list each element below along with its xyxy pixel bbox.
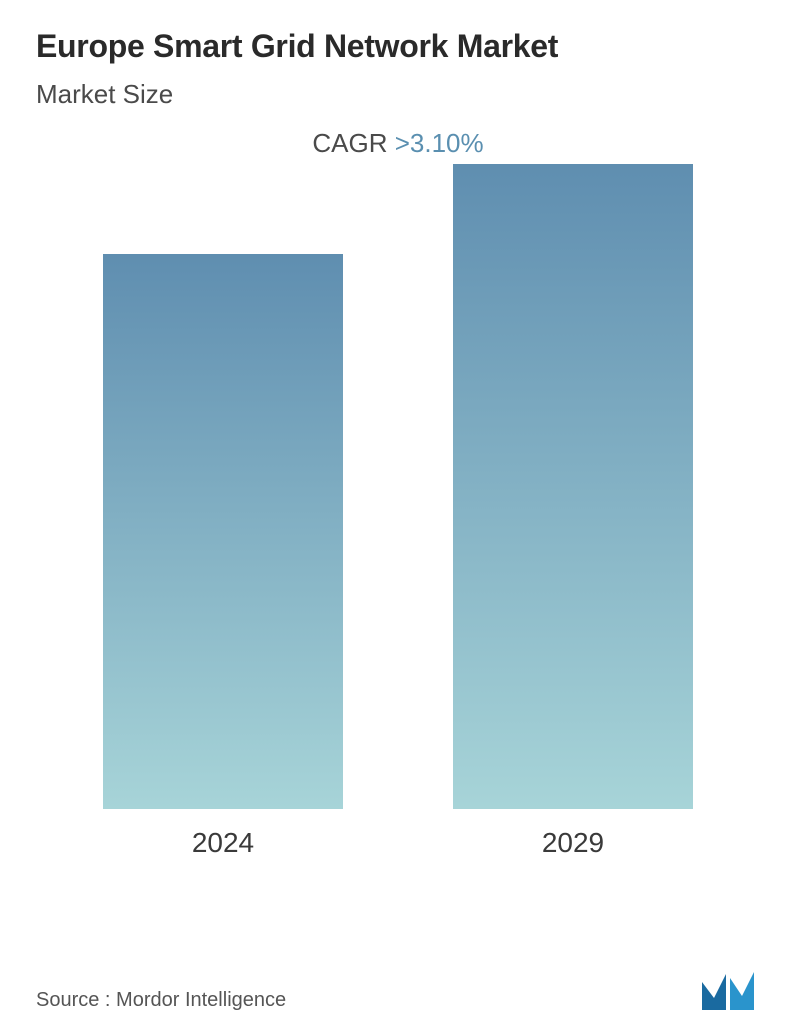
cagr-label: CAGR xyxy=(312,128,394,158)
bar-group-1: 2029 xyxy=(453,164,693,859)
bar-1 xyxy=(453,164,693,809)
chart-subtitle: Market Size xyxy=(36,79,760,110)
bar-group-0: 2024 xyxy=(103,254,343,859)
bar-label-1: 2029 xyxy=(542,827,604,859)
chart-title: Europe Smart Grid Network Market xyxy=(36,28,760,65)
source-text: Source : Mordor Intelligence xyxy=(36,989,286,1012)
mordor-logo-icon xyxy=(700,970,760,1012)
cagr-value: >3.10% xyxy=(395,128,484,158)
bar-label-0: 2024 xyxy=(192,827,254,859)
cagr-row: CAGR >3.10% xyxy=(36,128,760,159)
bar-chart: 2024 2029 xyxy=(36,189,760,919)
bar-0 xyxy=(103,254,343,809)
